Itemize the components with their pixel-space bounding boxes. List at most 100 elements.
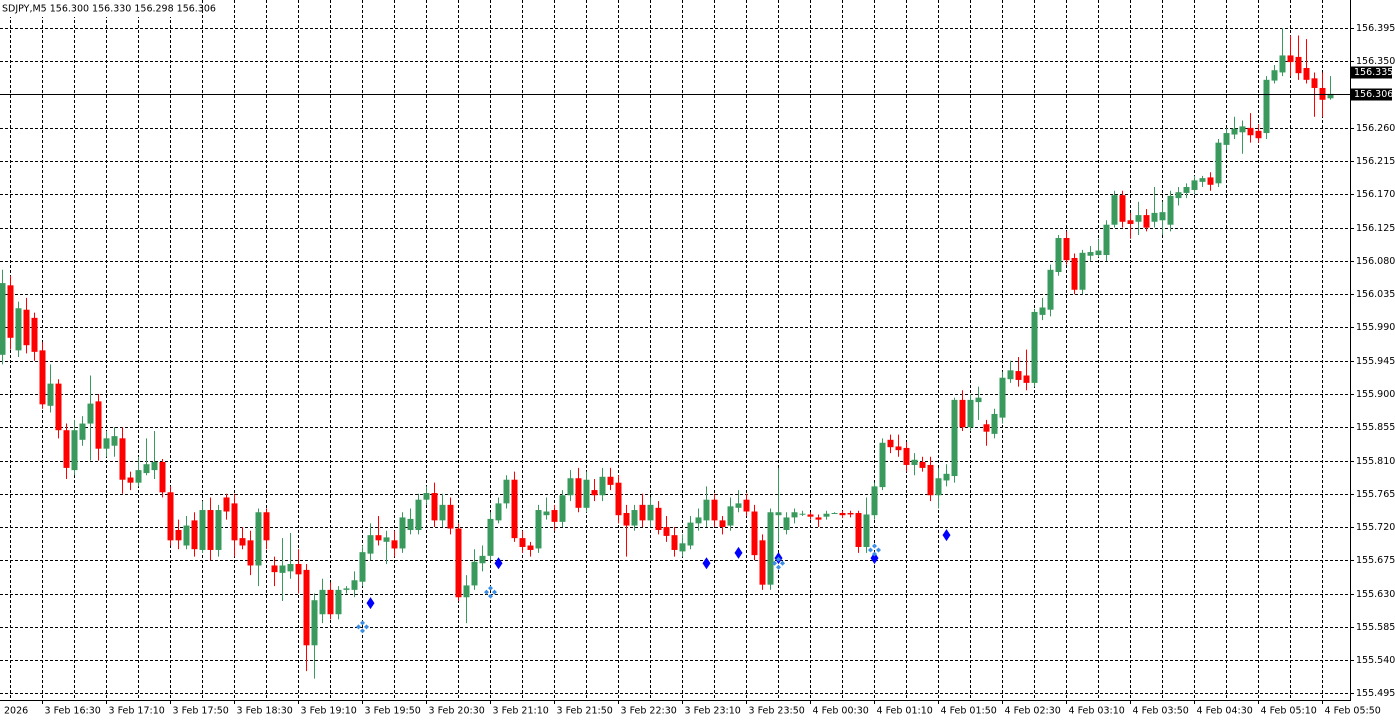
candle-body — [895, 446, 902, 451]
candle-body — [1295, 56, 1302, 74]
candle-body — [167, 492, 174, 541]
candle-body — [1167, 195, 1174, 225]
candle-body — [567, 478, 574, 496]
x-tick-label: 3 Feb 19:50 — [365, 706, 421, 717]
y-tick-label: 156.125 — [1356, 223, 1395, 234]
candle-body — [407, 518, 414, 530]
signal-cross — [356, 620, 369, 634]
price-label: 156.306 — [1354, 89, 1393, 100]
candle-body — [623, 512, 630, 526]
x-tick-label: 3 Feb 21:50 — [557, 706, 613, 717]
candle-body — [599, 476, 606, 496]
candle-body — [327, 589, 334, 615]
candle-body — [743, 499, 750, 512]
candle-body — [119, 438, 126, 480]
candle-body — [63, 430, 70, 468]
candle-body — [631, 510, 638, 526]
candle-body — [863, 514, 870, 547]
candle-body — [71, 430, 78, 471]
candle-body — [319, 589, 326, 615]
candle-body — [39, 350, 46, 405]
candle-body — [391, 540, 398, 549]
signal-cross — [868, 543, 881, 557]
y-tick-label: 155.855 — [1356, 422, 1395, 433]
x-tick-label: 4 Feb 05:50 — [1325, 706, 1381, 717]
candle-body — [991, 413, 998, 434]
candle-body — [751, 511, 758, 556]
x-tick-label: 4 Feb 01:50 — [941, 706, 997, 717]
candle-body — [95, 401, 102, 449]
candle-body — [1175, 192, 1182, 199]
candle-body — [1063, 238, 1070, 261]
price-label-box — [1351, 66, 1392, 79]
candle-body — [175, 529, 182, 541]
y-tick-label: 156.260 — [1356, 123, 1395, 134]
candle-body — [255, 512, 262, 566]
candle-body — [87, 403, 94, 424]
x-tick-label: 4 Feb 02:30 — [1005, 706, 1061, 717]
x-tick-label: 3 Feb 19:10 — [301, 706, 357, 717]
y-tick-label: 156.350 — [1356, 56, 1395, 67]
signal-diamond — [702, 557, 711, 570]
candle-body — [1095, 250, 1102, 256]
candle-body — [431, 493, 438, 521]
y-tick-label: 156.080 — [1356, 256, 1395, 267]
candle-body — [615, 482, 622, 516]
candle-body — [671, 535, 678, 550]
candle-body — [127, 477, 134, 483]
candle-body — [191, 520, 198, 550]
candle-body — [215, 510, 222, 550]
candle-body — [943, 473, 950, 481]
candle-body — [535, 510, 542, 549]
candle-body — [1191, 180, 1198, 190]
signal-diamond — [494, 557, 503, 570]
candle-body — [887, 439, 894, 448]
y-tick-label: 156.395 — [1356, 23, 1395, 34]
candle-body — [367, 535, 374, 554]
candle-body — [1039, 307, 1046, 315]
price-label-box — [1351, 88, 1392, 101]
candle-body — [543, 511, 550, 516]
candle-body — [311, 600, 318, 646]
candle-body — [639, 504, 646, 521]
candle-body — [143, 464, 150, 474]
candle-body — [1271, 70, 1278, 81]
candle-body — [1119, 195, 1126, 222]
candle-body — [1263, 79, 1270, 134]
candle-body — [1023, 375, 1030, 383]
candle-body — [151, 461, 158, 471]
candle-body — [247, 540, 254, 566]
candle-body — [1319, 87, 1326, 100]
candle-body — [1231, 128, 1238, 135]
title-bg — [0, 0, 200, 17]
candle-body — [1087, 252, 1094, 256]
candle-body — [727, 506, 734, 526]
x-tick-label: 4 Feb 05:10 — [1261, 706, 1317, 717]
candle-body — [199, 510, 206, 550]
candle-body — [559, 495, 566, 522]
candle-body — [1199, 178, 1206, 182]
signal-cross — [772, 556, 785, 570]
candle-body — [1223, 133, 1230, 145]
candle-body — [791, 512, 798, 518]
x-tick-label: 3 Feb 16:30 — [45, 706, 101, 717]
y-tick-label: 155.495 — [1356, 688, 1395, 699]
candle-body — [1215, 142, 1222, 184]
candle-body — [343, 588, 350, 590]
candle-body — [1103, 224, 1110, 256]
candle-body — [79, 423, 86, 440]
x-tick-label: 3 Feb 20:30 — [429, 706, 485, 717]
candle-body — [719, 520, 726, 528]
candle-body — [839, 512, 846, 516]
candle-body — [55, 383, 62, 431]
chart-title: SDJPY,M5 156.300 156.330 156.298 156.306 — [2, 4, 216, 15]
x-tick-label: 2026 — [4, 706, 28, 717]
candle-body — [351, 580, 358, 590]
y-tick-label: 155.720 — [1356, 522, 1395, 533]
candle-body — [831, 512, 838, 514]
candle-body — [999, 377, 1006, 418]
candle-body — [1143, 215, 1150, 228]
candle-body — [1055, 238, 1062, 273]
candle-body — [1127, 220, 1134, 224]
